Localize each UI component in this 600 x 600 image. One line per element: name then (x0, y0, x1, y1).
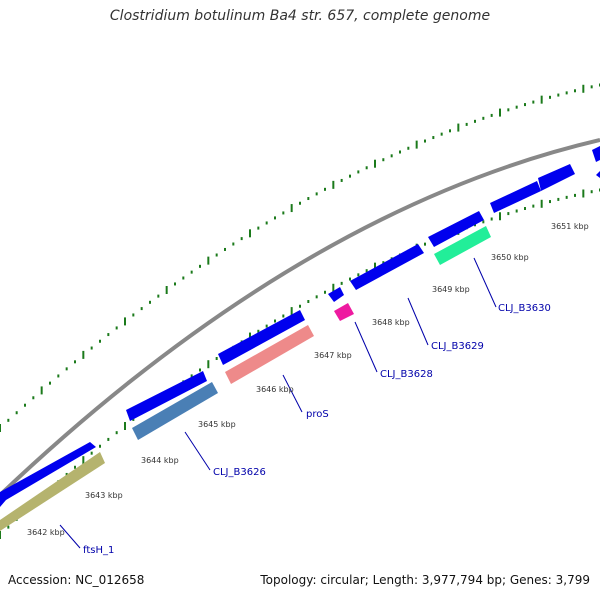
reverse-gene-features (0, 226, 491, 531)
tick-label: 3642 kbp (27, 528, 65, 537)
gene-label-CLJ_B3630[interactable]: CLJ_B3630 (498, 303, 551, 314)
gene-bar-proS[interactable] (225, 325, 314, 384)
gene-name-labels: ftsH_1 CLJ_B3626 proS CLJ_B3628 CLJ_B362… (83, 303, 551, 556)
genome-backbone (0, 138, 600, 497)
leader-line (407, 297, 429, 346)
outer-tick-ring (0, 83, 600, 432)
cds-arrow[interactable] (592, 146, 600, 162)
cds-arrow[interactable] (538, 164, 575, 191)
tick-label: 3651 kbp (551, 222, 589, 231)
cds-arrow[interactable] (596, 171, 600, 178)
inner-tick-ring (0, 188, 600, 539)
gene-bar-ftsH_1[interactable] (0, 452, 105, 531)
leader-line (282, 374, 303, 413)
tick-label: 3649 kbp (432, 285, 470, 294)
cds-arrow[interactable] (350, 244, 424, 290)
gene-label-CLJ_B3626[interactable]: CLJ_B3626 (213, 467, 266, 478)
cds-arrow[interactable] (328, 287, 344, 302)
gene-bar-CLJ_B3628[interactable] (334, 303, 354, 321)
kbp-tick-labels: 3642 kbp 3643 kbp 3644 kbp 3645 kbp 3646… (27, 222, 589, 537)
cds-arrow[interactable] (0, 442, 96, 507)
leader-line (184, 431, 211, 471)
gene-label-ftsH_1[interactable]: ftsH_1 (83, 545, 114, 556)
leader-line (473, 257, 497, 308)
tick-label: 3646 kbp (256, 385, 294, 394)
genome-title: Clostridium botulinum Ba4 str. 657, comp… (109, 8, 491, 24)
tick-label: 3648 kbp (372, 318, 410, 327)
tick-label: 3645 kbp (198, 420, 236, 429)
tick-label: 3643 kbp (85, 491, 123, 500)
gene-bar-CLJ_B3626[interactable] (132, 382, 218, 440)
forward-cds-features (0, 146, 600, 507)
gene-bar-CLJ_B3630[interactable] (434, 226, 491, 265)
gene-label-CLJ_B3629[interactable]: CLJ_B3629 (431, 341, 484, 352)
cds-arrow[interactable] (428, 211, 484, 247)
leader-line (354, 321, 378, 373)
cds-arrow[interactable] (126, 371, 207, 421)
cds-arrow[interactable] (218, 310, 305, 365)
leader-line (59, 524, 81, 549)
tick-label: 3650 kbp (491, 253, 529, 262)
tick-label: 3647 kbp (314, 351, 352, 360)
tick-label: 3644 kbp (141, 456, 179, 465)
gene-label-CLJ_B3628[interactable]: CLJ_B3628 (380, 369, 433, 380)
label-leader-lines (59, 257, 497, 549)
gene-label-proS[interactable]: proS (306, 409, 329, 420)
genome-summary-text: Topology: circular; Length: 3,977,794 bp… (260, 573, 590, 587)
accession-text: Accession: NC_012658 (8, 573, 145, 587)
cds-arrow[interactable] (490, 181, 541, 213)
